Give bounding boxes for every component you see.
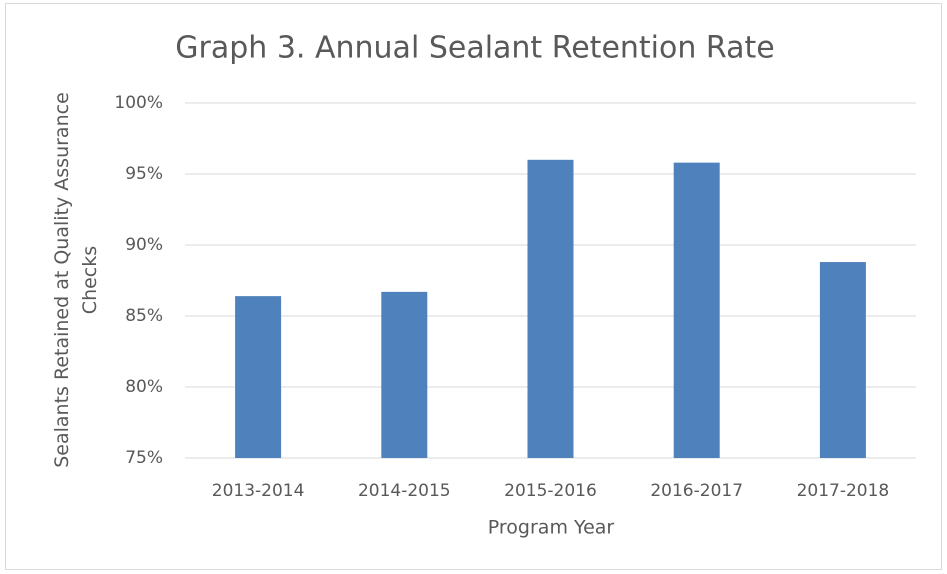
y-tick-label: 80% (125, 377, 163, 397)
bar (527, 159, 574, 459)
x-tick-label: 2014-2015 (358, 481, 451, 501)
bar (235, 296, 282, 458)
x-tick-label: 2013-2014 (212, 481, 305, 501)
x-tick-label: 2017-2018 (797, 481, 890, 501)
bar (819, 262, 866, 458)
y-tick-label: 85% (125, 306, 163, 326)
chart-border (5, 3, 942, 570)
y-tick-label: 90% (125, 235, 163, 255)
bar (673, 162, 720, 458)
y-tick-label: 95% (125, 164, 163, 184)
x-tick-label: 2016-2017 (650, 481, 743, 501)
bar (381, 291, 428, 458)
x-axis-label: Program Year (488, 517, 615, 539)
chart-title: Graph 3. Annual Sealant Retention Rate (175, 31, 774, 66)
y-axis-label: Sealants Retained at Quality Assurance C… (51, 92, 101, 468)
y-tick-label: 75% (125, 448, 163, 468)
y-tick-label: 100% (114, 93, 163, 113)
x-tick-label: 2015-2016 (504, 481, 597, 501)
